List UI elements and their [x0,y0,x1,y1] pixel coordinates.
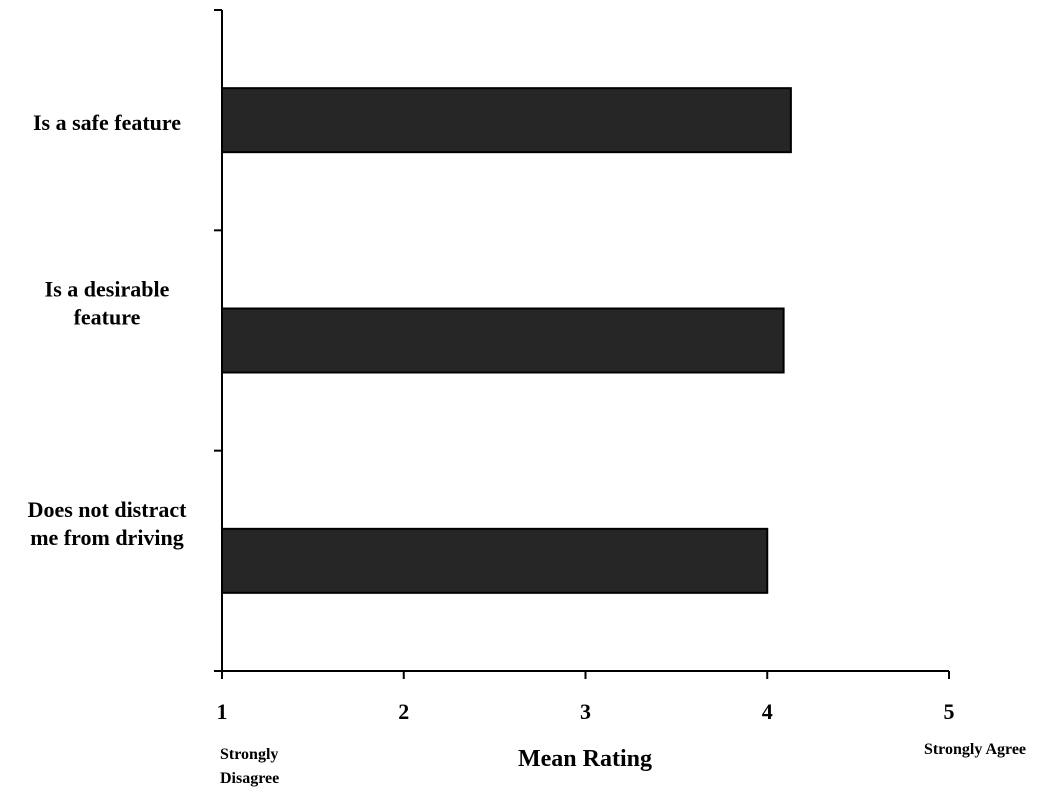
scale-anchor-low: Strongly Disagree [220,746,279,787]
bar-3 [221,527,769,594]
category-label-2: Is a desirable feature [45,277,170,330]
bars-group [221,87,792,594]
x-tick-label-5: 5 [944,699,955,724]
category-label-1: Is a safe feature [33,110,181,135]
category-label-3: Does not distract me from driving [28,497,188,550]
x-tick-label-1: 1 [217,699,228,724]
bar-1 [221,87,792,154]
bar-2 [221,307,785,374]
x-tick-label-3: 3 [580,699,591,724]
labels-group: 1 2 3 4 5 Is a safe feature Is a desirable feat… [28,110,1026,787]
axes-group [214,9,950,679]
x-tick-label-2: 2 [398,699,409,724]
x-axis-title: Mean Rating [518,746,652,772]
scale-anchor-high: Strongly Agree [924,741,1026,758]
x-tick-label-4: 4 [762,699,773,724]
